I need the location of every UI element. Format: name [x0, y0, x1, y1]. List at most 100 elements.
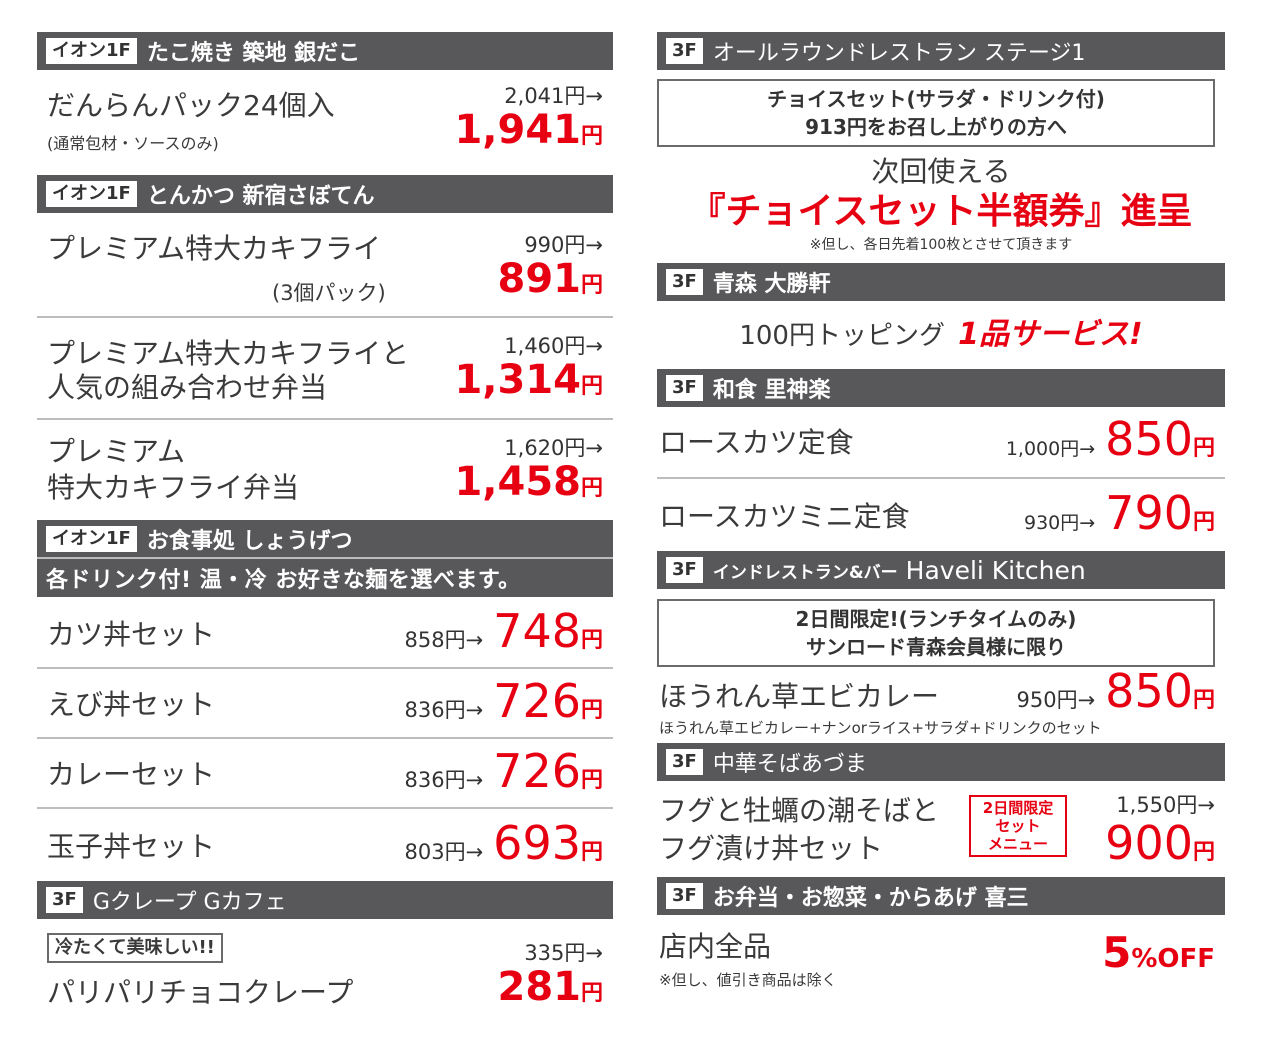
- price-block: 335円→ 281円: [497, 937, 603, 1014]
- yen-unit: 円: [1192, 688, 1215, 713]
- item-name: 店内全品: [659, 930, 772, 963]
- shop-name: 青森 大勝軒: [712, 272, 831, 297]
- sale-price: 693円: [493, 820, 603, 873]
- floor-badge: イオン1F: [46, 181, 137, 207]
- original-price: 1,000円→: [1005, 438, 1096, 460]
- yen-unit: 円: [580, 374, 603, 399]
- menu-item: ほうれん草エビカレー 950円→ 850円 ほうれん草エビカレー+ナンorライス…: [657, 667, 1225, 743]
- section-header-kizo: 3F お弁当・お惣菜・からあげ 喜三: [657, 877, 1225, 915]
- sale-amount: 693: [493, 816, 581, 870]
- price-block: 2,041円→ 1,941円: [454, 80, 603, 157]
- sale-amount: 726: [493, 674, 581, 728]
- item-note: (通常包材・ソースのみ): [47, 134, 219, 153]
- sale-amount: 281: [497, 964, 581, 1010]
- shop-type: インドレストラン&バー: [712, 562, 898, 583]
- original-price: 836円→: [404, 768, 484, 792]
- sale-amount: 1,941: [454, 107, 581, 153]
- yen-unit: 円: [1192, 840, 1215, 865]
- sale-amount: 726: [493, 744, 581, 798]
- menu-item: カレーセット 836円→ 726円: [37, 739, 613, 809]
- section-header-azuma: 3F 中華そばあづま: [657, 743, 1225, 781]
- sale-amount: 748: [493, 604, 581, 658]
- discount-value: 5: [1102, 928, 1132, 977]
- promo-line: サンロード青森会員様に限り: [806, 635, 1066, 659]
- price-block: 930円→ 790円: [1023, 490, 1215, 543]
- shop-name: Haveli Kitchen: [905, 555, 1086, 585]
- section-header-satokagura: 3F 和食 里神楽: [657, 369, 1225, 407]
- sale-price: 748円: [493, 608, 603, 661]
- item-name: えび丼セット: [47, 688, 216, 721]
- shop-name: とんかつ 新宿さぼてん: [146, 184, 375, 209]
- shop-name: 和食 里神楽: [712, 378, 831, 403]
- item-note: (3個パック): [272, 281, 386, 305]
- menu-item: ロースカツ定食 1,000円→ 850円: [657, 407, 1225, 479]
- promo-line: 913円をお召し上がりの方へ: [805, 115, 1067, 139]
- menu-item: 店内全品 ※但し、値引き商品は除く 5%OFF: [657, 915, 1225, 1005]
- badge-line: 2日間限定: [982, 799, 1054, 817]
- left-column: イオン1F たこ焼き 築地 銀だこ だんらんパック24個入 (通常包材・ソースの…: [37, 32, 613, 1019]
- price-block: 836円→ 726円: [404, 748, 603, 801]
- yen-unit: 円: [580, 124, 603, 149]
- item-name-line2: 特大カキフライ弁当: [47, 471, 300, 504]
- price-block: 836円→ 726円: [404, 678, 603, 731]
- item-name: ロースカツ定食: [659, 426, 854, 459]
- section-subheader: 各ドリンク付! 温・冷 お好きな麺を選べます。: [37, 557, 613, 597]
- floor-badge: 3F: [666, 375, 703, 401]
- right-column: 3F オールラウンドレストラン ステージ1 チョイスセット(サラダ・ドリンク付)…: [657, 32, 1225, 1005]
- item-name-line1: プレミアム: [47, 435, 186, 468]
- yen-unit: 円: [580, 768, 603, 793]
- item-name: カツ丼セット: [47, 618, 216, 651]
- topping-text: 100円トッピング: [739, 321, 945, 351]
- price-block: 1,000円→ 850円: [1005, 416, 1215, 469]
- menu-item: プレミアム特大カキフライと 人気の組み合わせ弁当 1,460円→ 1,314円: [37, 318, 613, 420]
- promo-box: 2日間限定!(ランチタイムのみ) サンロード青森会員様に限り: [657, 599, 1215, 667]
- item-name: プレミアム特大カキフライ: [47, 232, 382, 265]
- original-price: 1,460円→: [504, 334, 603, 358]
- price-block: 950円→ 850円: [1016, 668, 1215, 721]
- sale-price: 726円: [493, 748, 603, 801]
- item-name: だんらんパック24個入: [47, 89, 335, 122]
- original-price: 930円→: [1023, 512, 1096, 534]
- section-header-haveli: 3F インドレストラン&バー Haveli Kitchen: [657, 551, 1225, 589]
- floor-badge: 3F: [666, 557, 703, 583]
- sale-amount: 1,314: [454, 357, 581, 403]
- promo-line: チョイスセット(サラダ・ドリンク付): [767, 87, 1105, 111]
- yen-unit: 円: [580, 981, 603, 1006]
- shop-name: お食事処 しょうげつ: [146, 529, 353, 554]
- item-note: ほうれん草エビカレー+ナンorライス+サラダ+ドリンクのセット: [659, 719, 1102, 737]
- sale-price: 281円: [497, 967, 603, 1014]
- yen-unit: 円: [580, 840, 603, 865]
- section-header-stage1: 3F オールラウンドレストラン ステージ1: [657, 32, 1225, 70]
- floor-badge: イオン1F: [46, 38, 137, 64]
- sale-amount: 1,458: [454, 459, 581, 505]
- yen-unit: 円: [1192, 510, 1215, 535]
- shop-name: オールラウンドレストラン ステージ1: [712, 41, 1086, 66]
- sale-price: 891円: [497, 259, 603, 306]
- original-price: 803円→: [404, 840, 484, 864]
- yen-unit: 円: [580, 628, 603, 653]
- sale-amount: 850: [1105, 412, 1193, 466]
- sale-price: 1,941円: [454, 110, 603, 157]
- sale-price: 850円: [1105, 416, 1215, 469]
- menu-item: 玉子丼セット 803円→ 693円: [37, 809, 613, 881]
- sale-price: 850円: [1105, 668, 1215, 721]
- original-price: 1,550円→: [1116, 793, 1215, 817]
- item-name: パリパリチョコクレープ: [47, 976, 354, 1009]
- coupon-text: 『チョイスセット半額券』進呈: [689, 191, 1193, 232]
- discount-block: 5%OFF: [1102, 932, 1215, 979]
- floor-badge: 3F: [46, 887, 83, 913]
- coupon-note: ※但し、各日先着100枚とさせて頂きます: [809, 237, 1073, 253]
- section-header-taishoken: 3F 青森 大勝軒: [657, 263, 1225, 301]
- price-block: 1,620円→ 1,458円: [454, 432, 603, 509]
- section-header-shougetsu: イオン1F お食事処 しょうげつ: [37, 520, 613, 558]
- item-note: ※但し、値引き商品は除く: [659, 971, 837, 989]
- floor-badge: 3F: [666, 269, 703, 295]
- price-block: 858円→ 748円: [404, 608, 603, 661]
- sale-amount: 850: [1105, 664, 1193, 718]
- section-header-saboten: イオン1F とんかつ 新宿さぼてん: [37, 175, 613, 213]
- original-price: 2,041円→: [504, 84, 603, 108]
- item-name: カレーセット: [47, 758, 216, 791]
- floor-badge: 3F: [666, 883, 703, 909]
- floor-badge: 3F: [666, 749, 703, 775]
- shop-name: Gクレープ Gカフェ: [92, 890, 287, 915]
